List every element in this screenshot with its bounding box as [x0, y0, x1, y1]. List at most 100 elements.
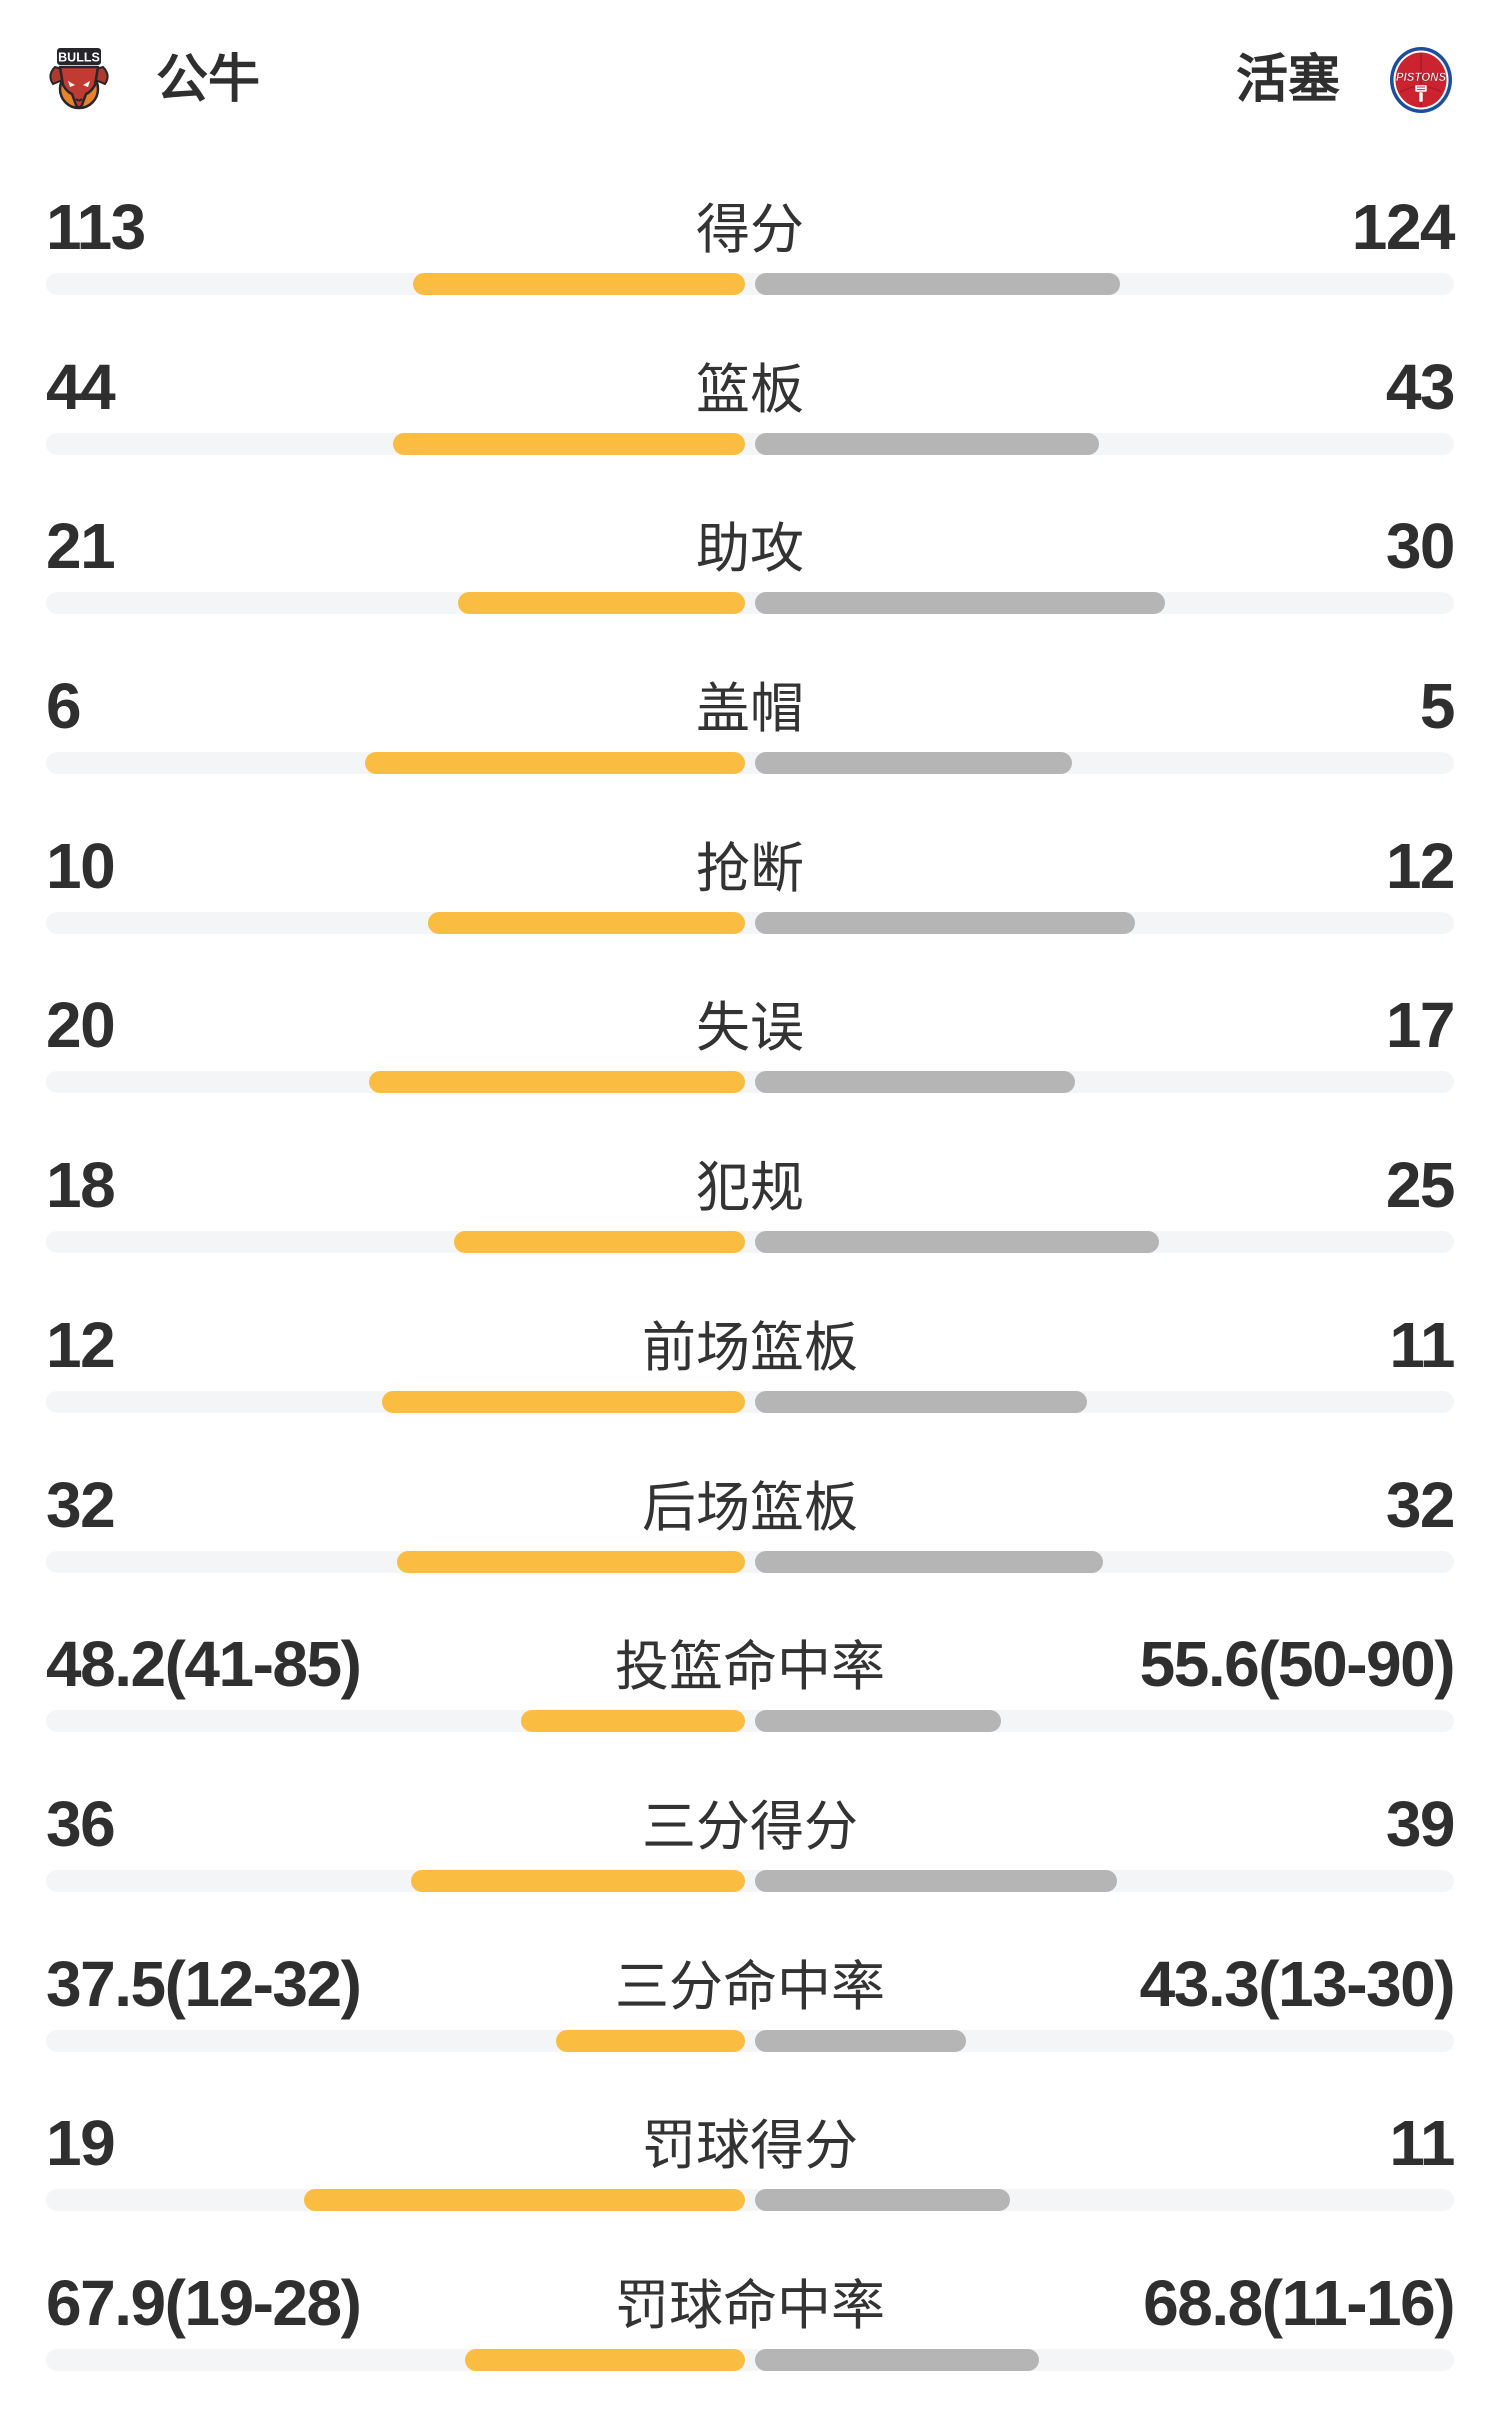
stat-bar-right: [755, 2029, 967, 2052]
stat-bar-right: [755, 752, 1072, 775]
stat-label: 盖帽: [696, 679, 804, 740]
stat-label: 得分: [696, 200, 804, 260]
stat-row: 37.5(12-32) 三分命中率 43.3(13-30): [46, 1934, 1456, 2094]
team-name-left: 公牛: [156, 51, 261, 109]
stat-value-left: 32: [46, 1468, 116, 1541]
stat-bar-track: [46, 273, 1454, 295]
stat-value-left: 20: [46, 989, 116, 1062]
stat-row: 12 前场篮板 11: [46, 1295, 1455, 1455]
stat-value-right: 12: [1385, 829, 1456, 902]
stat-value-left: 36: [46, 1787, 116, 1860]
stat-label: 罚球命中率: [615, 2275, 885, 2336]
bulls-logo-icon: BULLS: [49, 48, 109, 110]
stat-row: 36 三分得分 39: [46, 1774, 1456, 1934]
stat-row: 10 抢断 12: [46, 816, 1456, 976]
stat-bar-left: [397, 1550, 745, 1573]
stat-value-left: 10: [46, 829, 116, 902]
stat-value-right: 68.8(11-16): [1143, 2266, 1455, 2339]
stat-bar-track: [46, 592, 1454, 615]
stat-value-left: 18: [46, 1149, 116, 1222]
stat-bar-left: [521, 1710, 745, 1733]
stat-bar-left: [453, 1231, 745, 1254]
stat-value-right: 5: [1419, 670, 1456, 743]
stat-bar-right: [755, 1869, 1117, 1892]
stat-value-left: 21: [46, 510, 116, 583]
stat-value-right: 11: [1389, 2107, 1455, 2180]
stat-bar-right: [755, 2189, 1010, 2212]
stat-bar-track: [46, 1071, 1454, 1094]
stat-bar-right: [755, 273, 1120, 295]
stat-row: 44 篮板 43: [46, 337, 1456, 497]
stat-bar-track: [46, 2348, 1454, 2371]
stat-label: 罚球得分: [642, 2116, 858, 2177]
stat-value-left: 67.9(19-28): [46, 2266, 362, 2339]
stat-bar-track: [46, 911, 1454, 934]
stat-bar-left: [381, 1390, 745, 1413]
stat-bar-track: [46, 752, 1454, 775]
stat-bar-track: [46, 2029, 1454, 2052]
stat-value-right: 43.3(13-30): [1139, 1947, 1456, 2020]
stat-bar-left: [457, 592, 745, 615]
team-name-right: 活塞: [1235, 51, 1340, 109]
stat-value-right: 30: [1385, 510, 1456, 583]
stat-label: 抢断: [696, 838, 804, 899]
stat-bar-left: [464, 2348, 745, 2371]
stat-row: 48.2(41-85) 投篮命中率 55.6(50-90): [46, 1614, 1456, 1774]
stat-value-right: 32: [1385, 1468, 1456, 1541]
stat-label: 三分命中率: [615, 1956, 885, 2017]
stat-label: 助攻: [696, 519, 804, 580]
stat-label: 投篮命中率: [615, 1637, 885, 1698]
stat-bar-left: [393, 432, 745, 455]
stat-bar-right: [755, 1071, 1075, 1094]
stat-value-right: 39: [1385, 1787, 1456, 1860]
stat-value-left: 48.2(41-85): [46, 1628, 362, 1701]
stat-bar-track: [46, 1550, 1454, 1573]
stat-bar-left: [364, 752, 745, 775]
teams-header: BULLS 公牛 活塞 PISTONS: [46, 45, 1454, 115]
stat-value-right: 11: [1389, 1308, 1455, 1381]
stat-value-left: 19: [46, 2107, 116, 2180]
stat-bar-track: [46, 432, 1454, 455]
stat-row: 21 助攻 30: [46, 496, 1456, 656]
stat-row: 67.9(19-28) 罚球命中率 68.8(11-16): [46, 2253, 1455, 2413]
stat-row: 113 得分 124: [46, 177, 1456, 337]
stat-row: 6 盖帽 5: [46, 656, 1456, 816]
stat-bar-track: [46, 1869, 1454, 1892]
stat-bar-right: [755, 432, 1099, 455]
stat-label: 前场篮板: [642, 1317, 858, 1378]
stat-bar-track: [46, 2189, 1454, 2212]
stat-row: 18 犯规 25: [46, 1135, 1456, 1295]
stat-bar-track: [46, 1390, 1454, 1413]
stat-value-right: 17: [1385, 989, 1456, 1062]
stat-bar-right: [755, 1550, 1103, 1573]
stat-bar-left: [304, 2189, 745, 2212]
stat-bar-right: [755, 911, 1136, 934]
stat-row: 32 后场篮板 32: [46, 1455, 1456, 1615]
stat-rows-list: 113 得分 124 44 篮板 43 21 助攻 30 6 盖帽 5: [46, 177, 1456, 2413]
stat-label: 篮板: [696, 359, 804, 420]
stat-value-left: 44: [46, 350, 116, 423]
stat-row: 20 失误 17: [46, 975, 1456, 1135]
stat-bar-right: [755, 592, 1165, 615]
stat-value-right: 124: [1351, 191, 1456, 263]
stat-label: 失误: [696, 998, 804, 1059]
stat-label: 三分得分: [642, 1796, 858, 1857]
stat-value-left: 6: [46, 670, 82, 743]
pistons-logo-icon: PISTONS: [1390, 47, 1452, 113]
stat-bar-left: [411, 1869, 745, 1892]
stat-bar-right: [755, 2348, 1040, 2371]
stat-bar-left: [412, 273, 745, 295]
pistons-logo-text: PISTONS: [1396, 72, 1447, 84]
stat-value-left: 113: [46, 191, 146, 263]
stat-bar-right: [755, 1390, 1088, 1413]
stat-bar-track: [46, 1231, 1454, 1254]
stat-bar-track: [46, 1710, 1454, 1733]
stat-bar-left: [369, 1071, 745, 1094]
stat-label: 犯规: [696, 1158, 804, 1219]
stat-bar-right: [755, 1710, 1002, 1733]
stat-value-right: 43: [1385, 350, 1456, 423]
stat-bar-right: [755, 1231, 1160, 1254]
stat-value-right: 55.6(50-90): [1139, 1628, 1456, 1701]
bulls-logo-text: BULLS: [58, 51, 100, 65]
